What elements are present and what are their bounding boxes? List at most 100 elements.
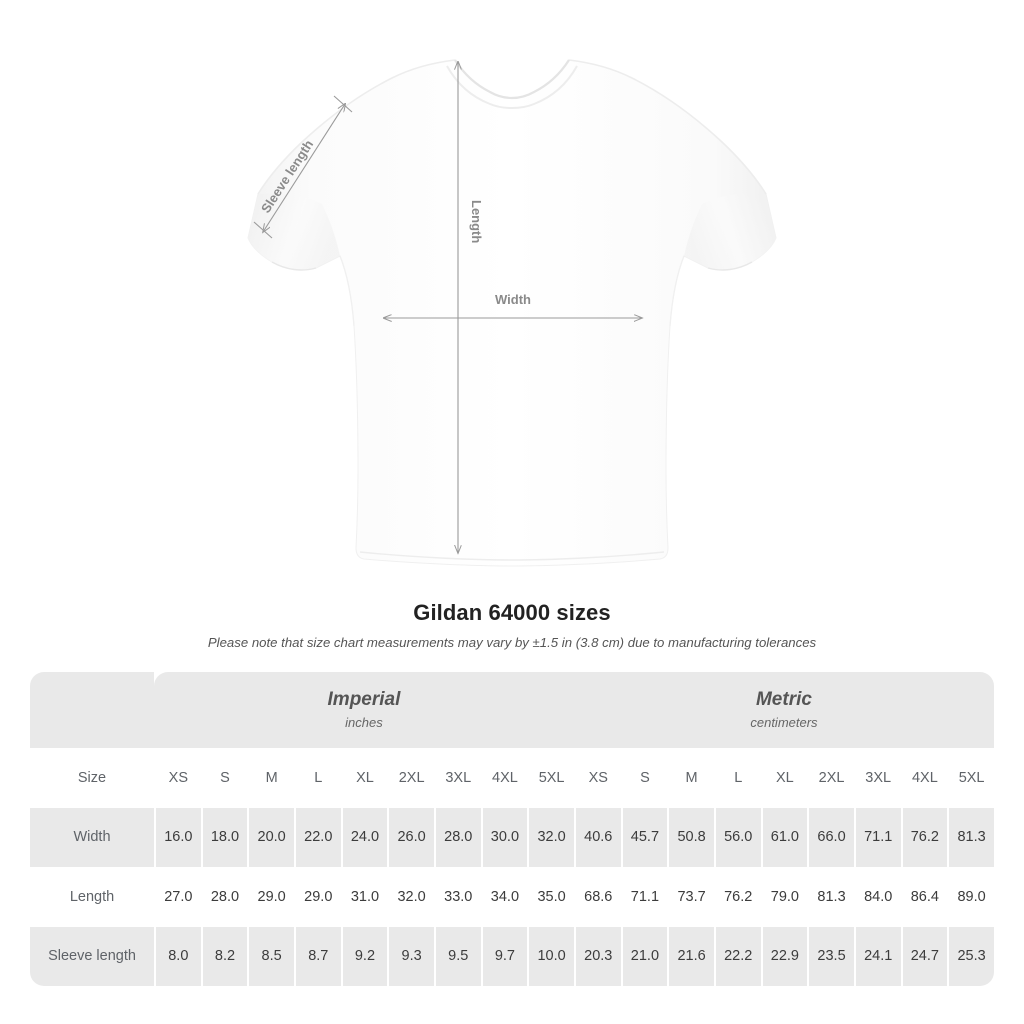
tshirt-diagram-svg: Length Width Sleeve length xyxy=(247,59,777,567)
cell-sleeve-imp-5xl: 10.0 xyxy=(527,926,574,986)
cell-width-met-s: 45.7 xyxy=(620,807,668,867)
size-col-imp-xs: XS xyxy=(154,748,201,808)
cell-width-imp-2xl: 26.0 xyxy=(387,807,434,867)
cell-length-imp-3xl: 33.0 xyxy=(433,867,481,927)
cell-width-met-l: 56.0 xyxy=(713,807,761,867)
table-row: Sleeve length 8.0 8.2 8.5 8.7 9.2 9.3 9.… xyxy=(30,926,994,986)
cell-length-met-s: 71.1 xyxy=(620,867,668,927)
cell-length-imp-l: 29.0 xyxy=(293,867,341,927)
cell-width-imp-l: 22.0 xyxy=(293,807,341,867)
size-col-imp-s: S xyxy=(200,748,248,808)
cell-width-met-xs: 40.6 xyxy=(573,807,621,867)
cell-width-imp-3xl: 28.0 xyxy=(433,807,481,867)
cell-sleeve-imp-m: 8.5 xyxy=(247,926,294,986)
unit-header-corner xyxy=(30,672,154,748)
row-label-sleeve-length: Sleeve length xyxy=(30,926,154,986)
cell-length-imp-m: 29.0 xyxy=(247,867,294,927)
unit-header-imperial: Imperial inches xyxy=(154,672,574,748)
size-col-met-xl: XL xyxy=(760,748,808,808)
cell-length-met-l: 76.2 xyxy=(713,867,761,927)
row-label-size: Size xyxy=(30,748,154,808)
cell-width-imp-xs: 16.0 xyxy=(154,807,201,867)
cell-length-imp-xl: 31.0 xyxy=(340,867,388,927)
cell-width-imp-xl: 24.0 xyxy=(340,807,388,867)
cell-length-imp-2xl: 32.0 xyxy=(387,867,434,927)
cell-sleeve-imp-3xl: 9.5 xyxy=(433,926,481,986)
row-label-width: Width xyxy=(30,807,154,867)
cell-length-met-xl: 79.0 xyxy=(760,867,808,927)
cell-sleeve-imp-xl: 9.2 xyxy=(340,926,388,986)
size-col-met-m: M xyxy=(667,748,714,808)
cell-sleeve-imp-2xl: 9.3 xyxy=(387,926,434,986)
cell-width-met-m: 50.8 xyxy=(667,807,714,867)
width-label: Width xyxy=(495,292,531,307)
cell-width-met-5xl: 81.3 xyxy=(947,807,994,867)
cell-width-met-3xl: 71.1 xyxy=(853,807,901,867)
size-header-row: Size XS S M L XL 2XL 3XL 4XL 5XL XS S M … xyxy=(30,748,994,808)
size-col-met-3xl: 3XL xyxy=(853,748,901,808)
unit-name-imperial: Imperial xyxy=(327,689,401,710)
cell-sleeve-met-4xl: 24.7 xyxy=(900,926,948,986)
cell-length-imp-4xl: 34.0 xyxy=(480,867,528,927)
length-label: Length xyxy=(469,200,484,243)
cell-length-met-3xl: 84.0 xyxy=(853,867,901,927)
cell-sleeve-imp-4xl: 9.7 xyxy=(480,926,528,986)
cell-width-met-4xl: 76.2 xyxy=(900,807,948,867)
unit-header-metric: Metric centimeters xyxy=(573,672,994,748)
row-label-length: Length xyxy=(30,867,154,927)
size-col-met-4xl: 4XL xyxy=(900,748,948,808)
size-col-imp-3xl: 3XL xyxy=(433,748,481,808)
unit-header-row: Imperial inches Metric centimeters xyxy=(30,672,994,748)
cell-width-imp-m: 20.0 xyxy=(247,807,294,867)
cell-length-imp-xs: 27.0 xyxy=(154,867,201,927)
cell-width-imp-5xl: 32.0 xyxy=(527,807,574,867)
page-subtitle: Please note that size chart measurements… xyxy=(207,635,817,650)
cell-sleeve-met-m: 21.6 xyxy=(667,926,714,986)
cell-width-imp-s: 18.0 xyxy=(200,807,248,867)
unit-sub-metric: centimeters xyxy=(750,715,818,730)
cell-length-imp-5xl: 35.0 xyxy=(527,867,574,927)
cell-sleeve-imp-l: 8.7 xyxy=(293,926,341,986)
cell-width-met-xl: 61.0 xyxy=(760,807,808,867)
size-col-imp-2xl: 2XL xyxy=(387,748,434,808)
size-col-imp-5xl: 5XL xyxy=(527,748,574,808)
size-col-met-2xl: 2XL xyxy=(807,748,854,808)
cell-sleeve-met-3xl: 24.1 xyxy=(853,926,901,986)
cell-length-met-2xl: 81.3 xyxy=(807,867,854,927)
cell-length-met-xs: 68.6 xyxy=(573,867,621,927)
heading-block: Gildan 64000 sizes Please note that size… xyxy=(0,598,1024,651)
tshirt-shape xyxy=(247,59,777,567)
size-col-imp-4xl: 4XL xyxy=(480,748,528,808)
cell-length-met-m: 73.7 xyxy=(667,867,714,927)
size-chart-table: Imperial inches Metric centimeters Size … xyxy=(30,672,994,986)
size-chart-table-wrapper: Imperial inches Metric centimeters Size … xyxy=(30,672,994,986)
table-row: Width 16.0 18.0 20.0 22.0 24.0 26.0 28.0… xyxy=(30,807,994,867)
unit-sub-imperial: inches xyxy=(345,715,383,730)
cell-width-imp-4xl: 30.0 xyxy=(480,807,528,867)
size-col-met-s: S xyxy=(620,748,668,808)
cell-sleeve-met-s: 21.0 xyxy=(620,926,668,986)
cell-sleeve-met-2xl: 23.5 xyxy=(807,926,854,986)
size-col-imp-m: M xyxy=(247,748,294,808)
size-col-imp-xl: XL xyxy=(340,748,388,808)
width-dimension: Width xyxy=(384,292,642,318)
unit-name-metric: Metric xyxy=(755,689,812,710)
cell-length-met-5xl: 89.0 xyxy=(947,867,994,927)
product-illustration: Length Width Sleeve length xyxy=(247,59,777,567)
cell-sleeve-met-xs: 20.3 xyxy=(573,926,621,986)
cell-sleeve-met-xl: 22.9 xyxy=(760,926,808,986)
table-row: Length 27.0 28.0 29.0 29.0 31.0 32.0 33.… xyxy=(30,867,994,927)
cell-length-met-4xl: 86.4 xyxy=(900,867,948,927)
size-col-imp-l: L xyxy=(293,748,341,808)
cell-width-met-2xl: 66.0 xyxy=(807,807,854,867)
cell-sleeve-met-5xl: 25.3 xyxy=(947,926,994,986)
page-title: Gildan 64000 sizes xyxy=(413,600,611,625)
cell-length-imp-s: 28.0 xyxy=(200,867,248,927)
length-dimension: Length xyxy=(458,62,484,553)
size-col-met-5xl: 5XL xyxy=(947,748,994,808)
size-col-met-xs: XS xyxy=(573,748,621,808)
cell-sleeve-imp-xs: 8.0 xyxy=(154,926,201,986)
size-col-met-l: L xyxy=(713,748,761,808)
cell-sleeve-met-l: 22.2 xyxy=(713,926,761,986)
cell-sleeve-imp-s: 8.2 xyxy=(200,926,248,986)
